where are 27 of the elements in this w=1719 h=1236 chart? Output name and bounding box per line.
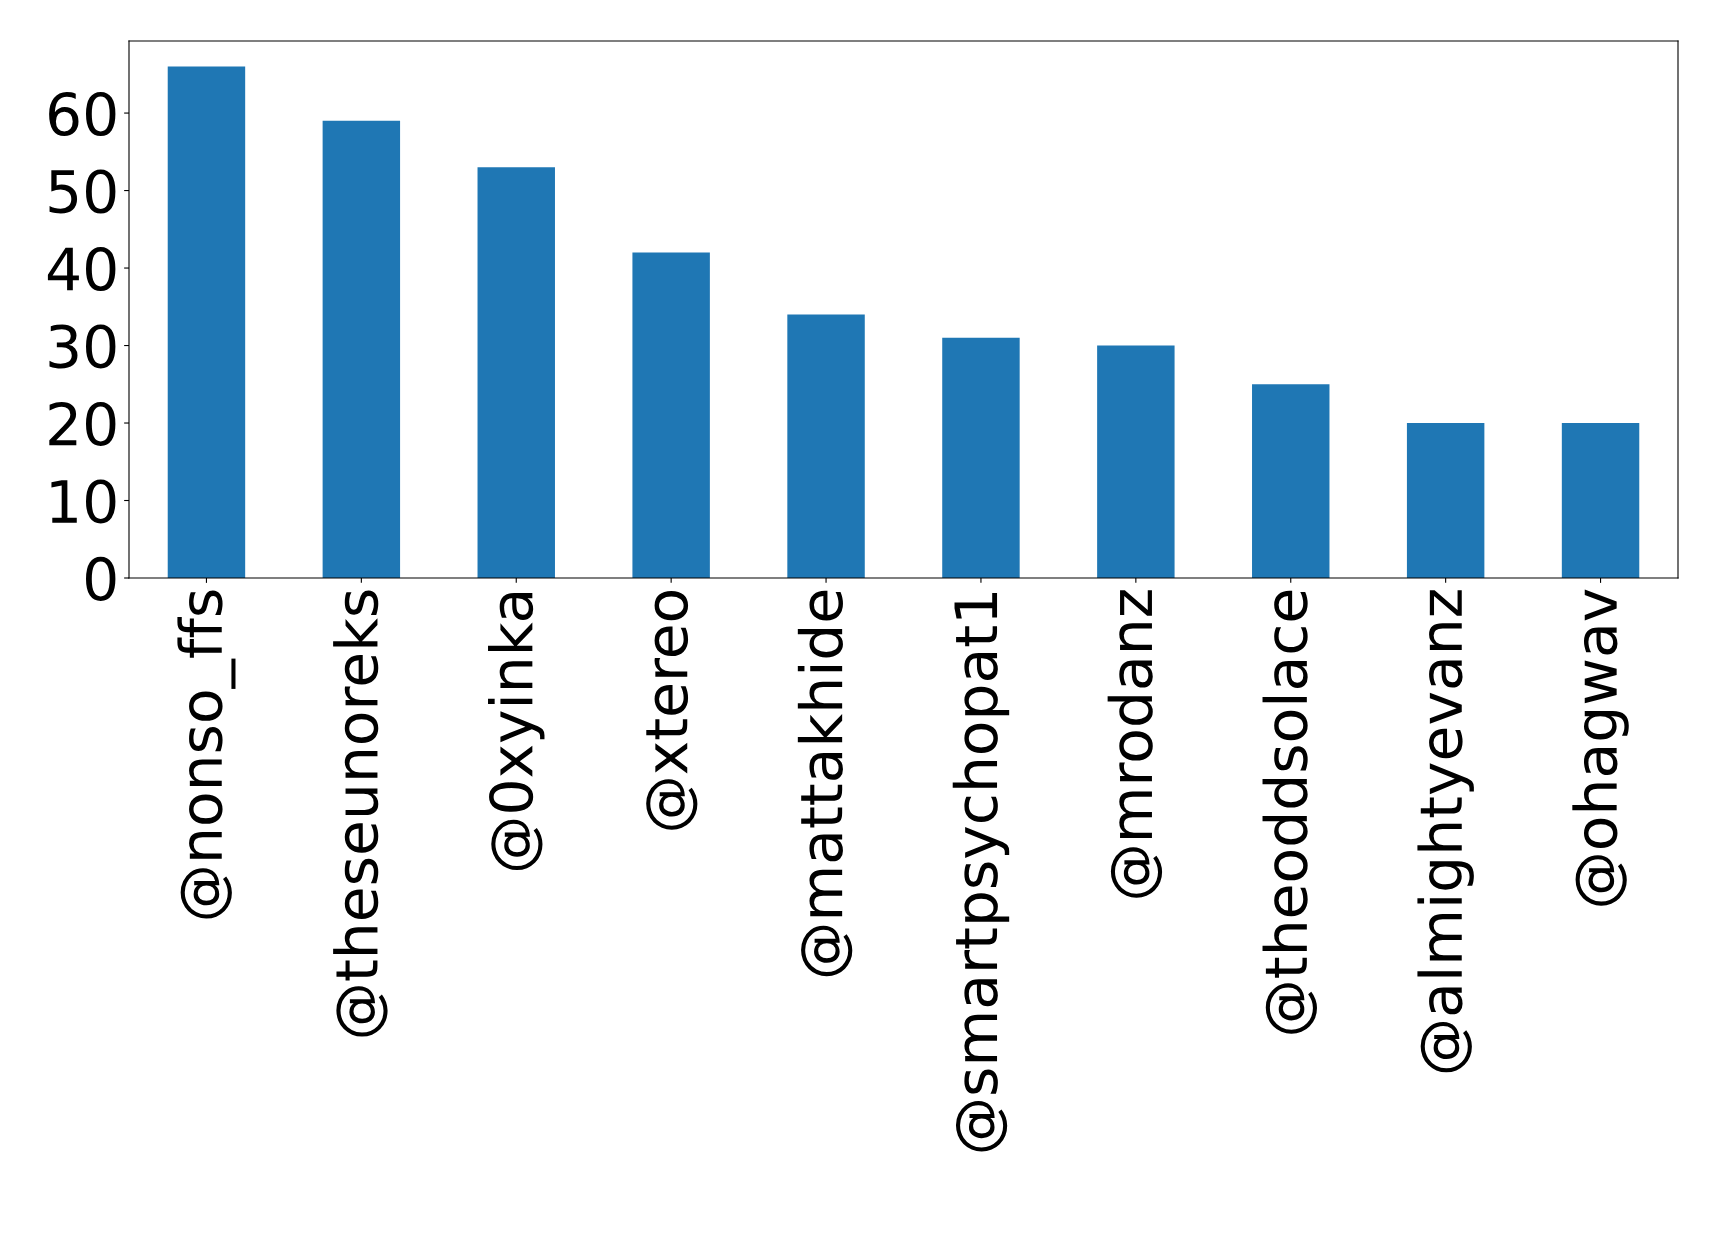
bar — [322, 120, 401, 578]
bar — [1561, 423, 1640, 578]
bar — [1406, 423, 1485, 578]
bar — [632, 252, 710, 578]
x-tick-label: @theoddsolace — [1262, 590, 1317, 1034]
x-tick-label: @mattakhide — [797, 590, 853, 977]
y-tick-label: 0 — [86, 556, 116, 601]
bar — [477, 167, 555, 578]
y-tick-label: 30 — [49, 324, 116, 369]
x-tick-label: @mrodanz — [1107, 590, 1163, 898]
bar — [942, 337, 1020, 578]
bar — [1097, 345, 1175, 578]
x-tick-label: @ohagwav — [1572, 589, 1629, 906]
y-tick-label: 60 — [49, 91, 116, 137]
x-tick-label: @nonso_ffs — [177, 590, 236, 919]
x-tick-label: @theseunoreks — [333, 590, 388, 1037]
y-tick-label: 10 — [51, 479, 116, 524]
y-tick-label: 50 — [49, 169, 116, 214]
x-tick-label: @almightyevanz — [1417, 590, 1474, 1073]
y-tick-label: 40 — [47, 246, 116, 292]
bar — [1252, 384, 1330, 578]
bar — [787, 314, 865, 578]
y-tick-label: 20 — [49, 401, 116, 447]
x-tick-label: @0xyinka — [488, 593, 545, 871]
x-tick-label: @smartpsychopat1 — [952, 593, 1010, 1152]
x-tick-label: @xtereo — [646, 590, 698, 830]
bar — [167, 66, 246, 578]
